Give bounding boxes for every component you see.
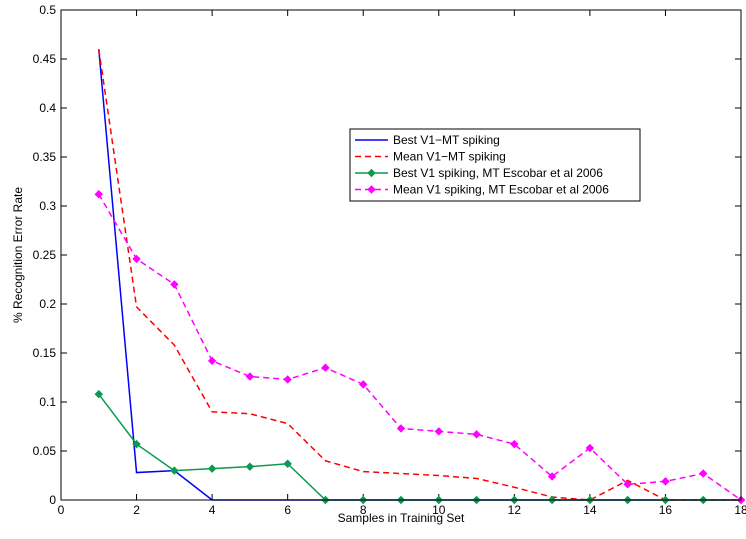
x-tick-label: 18 bbox=[734, 503, 746, 517]
y-tick-label: 0.05 bbox=[33, 444, 57, 458]
y-tick-label: 0.25 bbox=[33, 248, 57, 262]
tick-labels: 0 2 4 6 8 10 12 14 16 18 0 0.05 0.1 0.15 0.2 0.25 0.3 0.3… bbox=[33, 3, 746, 517]
x-tick-label: 16 bbox=[659, 503, 673, 517]
y-tick-label: 0 bbox=[49, 493, 56, 507]
data-point bbox=[359, 380, 368, 389]
plot-area bbox=[61, 10, 741, 500]
legend-box bbox=[349, 128, 641, 202]
x-tick-label: 8 bbox=[360, 503, 367, 517]
data-point bbox=[94, 190, 103, 199]
data-point bbox=[510, 439, 519, 449]
x-tick-label: 10 bbox=[432, 503, 446, 517]
y-tick-label: 0.4 bbox=[39, 101, 56, 115]
y-tick-label: 0.5 bbox=[39, 3, 56, 17]
data-point bbox=[170, 280, 179, 289]
x-tick-label: 4 bbox=[209, 503, 216, 517]
y-tick-label: 0.3 bbox=[39, 199, 56, 213]
data-point bbox=[283, 375, 292, 384]
data-point bbox=[245, 372, 255, 381]
axes-box bbox=[60, 9, 742, 501]
legend-marker bbox=[367, 185, 376, 194]
data-point bbox=[170, 466, 179, 475]
data-point bbox=[396, 424, 406, 433]
data-point bbox=[132, 439, 141, 449]
data-point bbox=[547, 472, 557, 481]
y-tick-label: 0.1 bbox=[39, 395, 56, 409]
data-point bbox=[207, 464, 217, 473]
y-tick-label: 0.35 bbox=[33, 150, 57, 164]
data-point bbox=[585, 443, 595, 453]
x-tick-label: 14 bbox=[583, 503, 597, 517]
y-tick-label: 0.45 bbox=[33, 52, 57, 66]
data-point bbox=[699, 469, 708, 478]
data-point bbox=[245, 462, 255, 471]
legend-entry: Best V1−MT spiking bbox=[393, 133, 500, 147]
x-tick-label: 0 bbox=[58, 503, 65, 517]
legend: Best V1−MT spiking Mean V1−MT spiking Best… bbox=[349, 128, 641, 202]
data-point bbox=[132, 254, 141, 264]
legend-marker bbox=[367, 168, 376, 178]
x-tick-label: 12 bbox=[508, 503, 522, 517]
legend-entry: Best V1 spiking, MT Escobar et al 2006 bbox=[393, 166, 603, 180]
data-point bbox=[661, 477, 670, 486]
x-axis-label: Samples in Training Set bbox=[338, 511, 465, 525]
data-point bbox=[283, 459, 292, 468]
legend-entry: Mean V1 spiking, MT Escobar et al 2006 bbox=[393, 183, 609, 197]
y-axis-label: % Recognition Error Rate bbox=[11, 187, 25, 323]
series-line bbox=[98, 193, 742, 501]
data-point bbox=[207, 356, 217, 366]
data-point bbox=[472, 430, 481, 439]
plot-background bbox=[61, 10, 741, 500]
legend-entry: Mean V1−MT spiking bbox=[393, 150, 506, 164]
plot-frame bbox=[60, 9, 742, 501]
y-tick-label: 0.15 bbox=[33, 346, 57, 360]
data-point bbox=[94, 389, 103, 399]
data-point bbox=[321, 363, 330, 372]
data-point bbox=[623, 480, 632, 489]
x-tick-label: 6 bbox=[284, 503, 291, 517]
series-4 bbox=[94, 190, 746, 505]
x-tick-label: 2 bbox=[133, 503, 140, 517]
y-tick-label: 0.2 bbox=[39, 297, 56, 311]
data-point bbox=[434, 427, 443, 436]
